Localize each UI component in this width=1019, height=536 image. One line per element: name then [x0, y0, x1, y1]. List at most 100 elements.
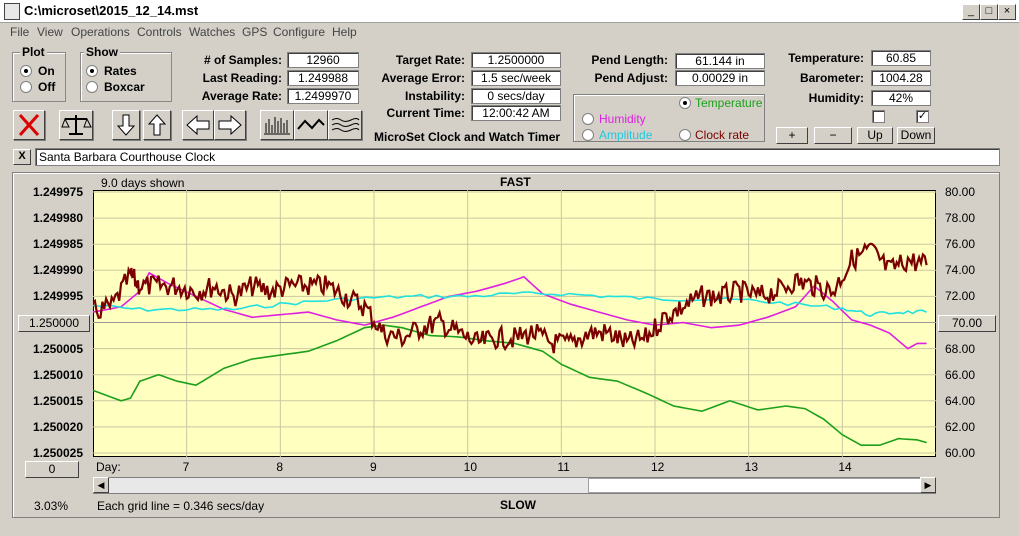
- right-tick-label: 72.00: [945, 289, 976, 304]
- scroll-left-button[interactable]: [182, 110, 214, 140]
- x-tick-label: 12: [651, 460, 665, 474]
- right-center-button[interactable]: 70.00: [938, 315, 996, 332]
- offset-zero-button[interactable]: 0: [25, 461, 79, 478]
- target-rate-field[interactable]: 1.2500000: [471, 52, 561, 68]
- option-checkbox-1[interactable]: [872, 110, 885, 123]
- minimize-button[interactable]: _: [962, 4, 980, 20]
- arrow-left-icon: [186, 114, 210, 136]
- pend-length-field[interactable]: 61.144 in: [675, 53, 765, 69]
- x-tick-label: 14: [838, 460, 852, 474]
- last-reading-field: 1.249988: [287, 70, 359, 86]
- plot-off-radio[interactable]: [20, 81, 32, 93]
- move-down-button[interactable]: [112, 110, 140, 140]
- show-boxcar-label: Boxcar: [104, 80, 145, 94]
- maximize-button[interactable]: □: [980, 4, 998, 20]
- samples-field: 12960: [287, 52, 359, 68]
- balance-button[interactable]: [59, 110, 93, 140]
- wave-icon: [297, 118, 325, 130]
- show-boxcar-radio[interactable]: [86, 81, 98, 93]
- current-time-field: 12:00:42 AM: [471, 105, 561, 121]
- humidity-field: 42%: [871, 90, 931, 106]
- close-window-button[interactable]: ×: [998, 4, 1016, 20]
- scale-up-button[interactable]: Up: [857, 127, 893, 144]
- instability-label: Instability:: [404, 89, 465, 103]
- scale-balance-icon: [61, 115, 92, 135]
- right-tick-label: 78.00: [945, 211, 976, 226]
- arrow-up-icon: [147, 114, 167, 136]
- right-tick-label: 80.00: [945, 185, 976, 199]
- target-rate-label: Target Rate:: [395, 53, 465, 67]
- red-x-icon: [18, 113, 40, 137]
- current-time-label: Current Time:: [386, 106, 465, 120]
- left-tick-label: 1.250020: [32, 419, 83, 434]
- clock-rate-option: Clock rate: [695, 128, 750, 142]
- days-shown-label: 9.0 days shown: [101, 176, 185, 190]
- last-reading-label: Last Reading:: [202, 71, 282, 85]
- menu-configure[interactable]: Configure: [273, 25, 326, 39]
- plot-area[interactable]: [93, 190, 936, 457]
- x-tick-label: 9: [370, 460, 377, 474]
- left-tick-label: 1.250010: [32, 367, 83, 382]
- show-group-label: Show: [84, 45, 120, 59]
- option-checkbox-2[interactable]: ✓: [916, 110, 929, 123]
- center-rate-button[interactable]: 1.250000: [18, 315, 90, 332]
- right-tick-label: 60.00: [945, 446, 976, 460]
- left-tick-label: 1.250015: [32, 393, 83, 408]
- right-tick-label: 74.00: [945, 263, 976, 278]
- series-amplitude: [93, 291, 927, 318]
- stop-button[interactable]: [13, 110, 45, 140]
- show-rates-radio[interactable]: [86, 65, 98, 77]
- plot-background: [93, 190, 936, 457]
- left-tick-label: 1.249990: [32, 263, 83, 278]
- temperature-radio[interactable]: [679, 97, 691, 109]
- waves-icon: [331, 118, 360, 132]
- menu-bar: File View Operations Controls Watches GP…: [0, 23, 1019, 41]
- pend-adjust-label: Pend Adjust:: [594, 71, 668, 85]
- menu-operations[interactable]: Operations: [71, 25, 130, 39]
- clock-rate-radio[interactable]: [679, 129, 691, 141]
- menu-watches[interactable]: Watches: [189, 25, 236, 39]
- scale-minus-button[interactable]: −: [814, 127, 852, 144]
- grid-note: Each grid line = 0.346 secs/day: [97, 499, 265, 513]
- x-tick-label: 10: [463, 460, 478, 474]
- menu-help[interactable]: Help: [332, 25, 357, 39]
- pend-length-label: Pend Length:: [591, 53, 668, 67]
- scroll-right-arrow[interactable]: ▶: [920, 477, 936, 493]
- x-tick-label: 13: [744, 460, 759, 474]
- bars-icon: [264, 117, 290, 135]
- humidity-radio[interactable]: [582, 113, 594, 125]
- multi-line-view-button[interactable]: [328, 110, 362, 140]
- menu-controls[interactable]: Controls: [137, 25, 182, 39]
- menu-view[interactable]: View: [37, 25, 63, 39]
- menu-file[interactable]: File: [10, 25, 30, 39]
- bar-view-button[interactable]: [260, 110, 294, 140]
- plot-on-radio[interactable]: [20, 65, 32, 77]
- humidity-option: Humidity: [599, 112, 646, 126]
- watch-name-field[interactable]: Santa Barbara Courthouse Clock: [35, 148, 1000, 166]
- move-up-button[interactable]: [143, 110, 171, 140]
- right-tick-label: 62.00: [945, 419, 976, 434]
- scrollbar-thumb[interactable]: [588, 478, 922, 493]
- app-icon: [4, 3, 20, 20]
- x-tick-label: 7: [182, 460, 190, 474]
- x-tick-label: 8: [276, 460, 284, 474]
- average-rate-field: 1.2499970: [287, 88, 359, 104]
- line-view-button[interactable]: [294, 110, 328, 140]
- samples-label: # of Samples:: [203, 53, 282, 67]
- barometer-label: Barometer:: [799, 71, 864, 85]
- barometer-field: 1004.28: [871, 70, 931, 86]
- scroll-left-arrow[interactable]: ◀: [93, 477, 109, 493]
- scale-plus-button[interactable]: +: [776, 127, 808, 144]
- scale-down-button[interactable]: Down: [897, 127, 935, 144]
- fast-label: FAST: [500, 175, 531, 189]
- amplitude-radio[interactable]: [582, 129, 594, 141]
- clear-watch-button[interactable]: X: [13, 149, 31, 165]
- right-tick-label: 68.00: [945, 341, 976, 356]
- title-bar: C:\microset\2015_12_14.mst _ □ ×: [0, 0, 1019, 23]
- menu-gps[interactable]: GPS: [242, 25, 268, 39]
- day-label: Day:: [96, 460, 121, 474]
- left-tick-label: 1.250025: [32, 446, 83, 460]
- scroll-right-button[interactable]: [214, 110, 246, 140]
- average-rate-label: Average Rate:: [201, 89, 282, 103]
- right-tick-label: 66.00: [945, 367, 976, 382]
